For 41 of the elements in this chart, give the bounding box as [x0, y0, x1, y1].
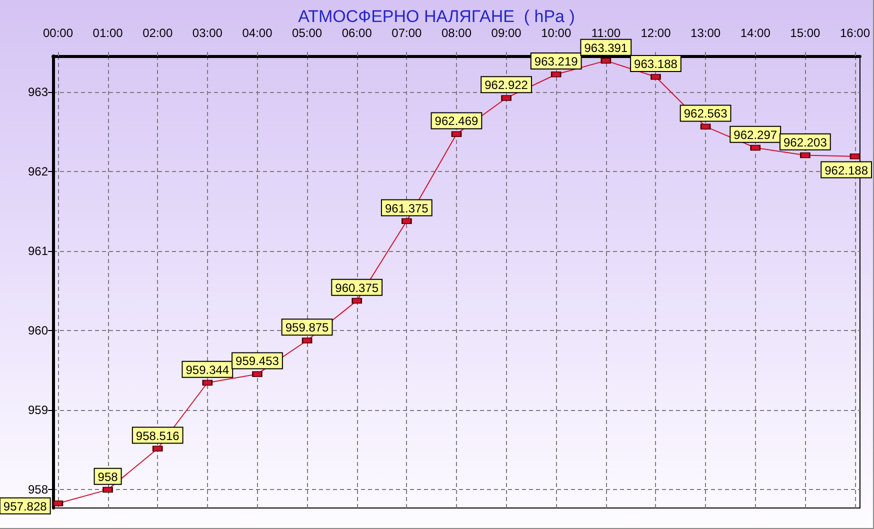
data-label: 962.469 — [434, 114, 478, 128]
data-label: 959.344 — [186, 362, 230, 377]
x-tick-label: 00:00 — [42, 26, 74, 40]
data-label: 962.188 — [824, 163, 868, 178]
x-tick-label: 13:00 — [690, 26, 721, 40]
x-tick-label: 09:00 — [491, 26, 522, 40]
x-tick-label: 03:00 — [192, 26, 223, 40]
x-tick-label: 10:00 — [541, 26, 572, 40]
y-tick-label: 961 — [28, 244, 48, 258]
y-tick-label: 960 — [28, 324, 48, 338]
data-label: 960.375 — [335, 280, 379, 295]
data-label: 963.219 — [534, 54, 578, 69]
x-tick-label: 07:00 — [392, 26, 422, 40]
x-tick-label: 16:00 — [840, 26, 870, 40]
data-label: 962.297 — [734, 128, 778, 142]
y-tick-label: 959 — [28, 403, 48, 418]
data-label: 962.922 — [484, 78, 528, 92]
chart-title: АТМОСФЕРНО НАЛЯГАНЕ ( hPa ) — [298, 7, 575, 26]
data-label: 963.188 — [634, 56, 678, 71]
data-label: 958.516 — [136, 428, 180, 443]
y-tick-label: 958 — [28, 482, 48, 497]
y-tick-label: 962 — [28, 164, 48, 178]
x-tick-label: 08:00 — [441, 26, 472, 40]
data-label: 959.875 — [285, 320, 330, 335]
x-tick-label: 15:00 — [790, 26, 821, 40]
y-tick-label: 963 — [28, 84, 48, 99]
x-tick-label: 12:00 — [640, 26, 672, 40]
data-label: 963.391 — [584, 40, 628, 55]
data-label: 957.828 — [3, 499, 48, 514]
x-tick-label: 04:00 — [242, 26, 273, 40]
x-tick-label: 11:00 — [591, 26, 621, 40]
x-tick-label: 14:00 — [740, 26, 771, 40]
x-tick-label: 05:00 — [292, 26, 322, 40]
x-tick-label: 06:00 — [342, 26, 372, 40]
x-tick-label: 01:00 — [92, 26, 124, 40]
data-label: 961.375 — [384, 201, 429, 216]
data-label: 962.203 — [783, 135, 828, 150]
data-label: 958 — [98, 470, 118, 484]
data-label: 959.453 — [236, 354, 280, 368]
x-tick-label: 02:00 — [142, 26, 173, 40]
data-label: 962.563 — [684, 106, 728, 121]
